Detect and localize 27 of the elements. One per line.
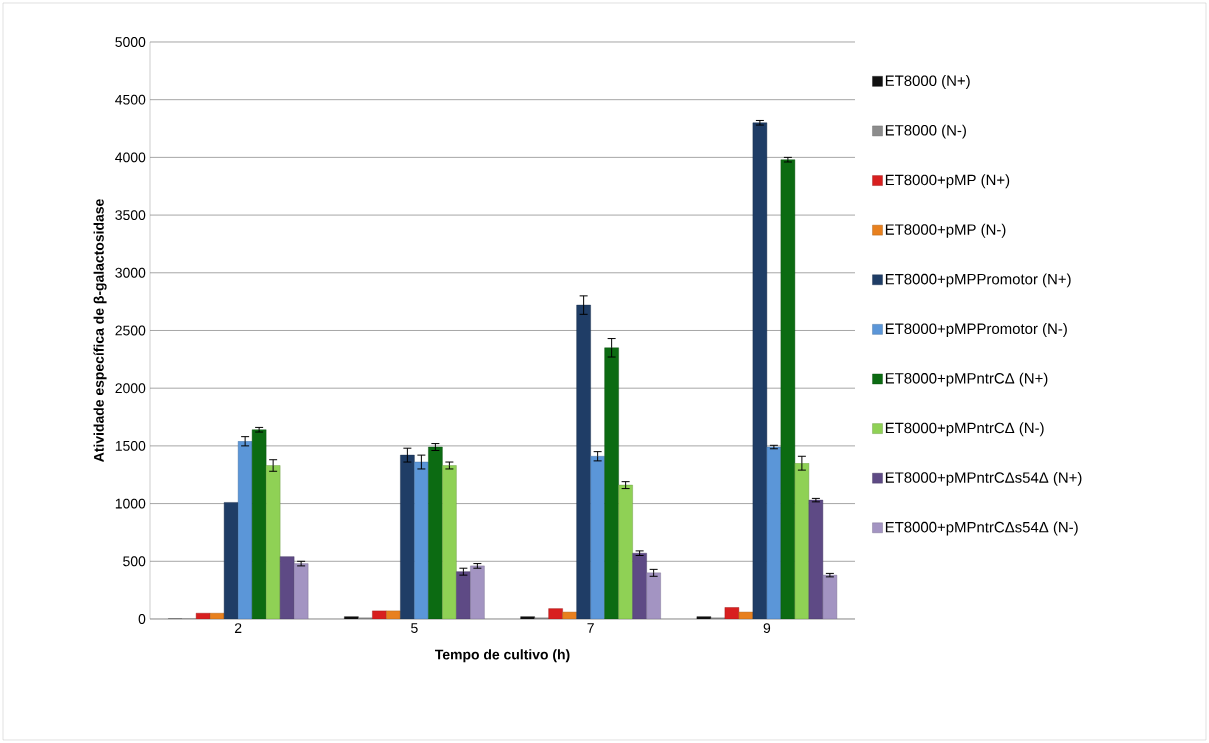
legend-label: ET8000+pMPntrCΔ (N-) [885, 422, 1044, 437]
y-tick-label: 4500 [115, 94, 146, 105]
y-tick-label: 1500 [115, 440, 146, 451]
legend-label: ET8000+pMPntrCΔs54Δ (N+) [885, 471, 1082, 486]
y-tick-label: 2500 [115, 325, 146, 336]
legend-label: ET8000+pMP (N-) [885, 223, 1006, 238]
y-axis-title: Atividade específica de β-galactosidase [93, 199, 107, 462]
y-tick-label: 3500 [115, 210, 146, 221]
x-tick-label: 5 [411, 623, 418, 633]
y-tick-label: 2000 [115, 383, 146, 394]
legend-label: ET8000+pMP (N+) [885, 174, 1010, 189]
x-axis-title: Tempo de cultivo (h) [434, 649, 570, 663]
legend-label: ET8000+pMPPromotor (N-) [885, 323, 1067, 337]
legend-label: ET8000+pMPntrCΔs54Δ (N-) [885, 521, 1078, 536]
x-tick-label: 9 [763, 623, 771, 634]
y-tick-label: 1000 [115, 498, 146, 509]
legend-label: ET8000 (N-) [885, 124, 966, 139]
x-tick-label: 7 [587, 623, 594, 633]
x-tick-label: 2 [234, 623, 242, 633]
legend-label: ET8000 (N+) [885, 75, 970, 89]
y-tick-label: 500 [123, 556, 146, 567]
y-tick-label: 0 [138, 614, 146, 624]
legend-label: ET8000+pMPPromotor (N+) [885, 273, 1071, 288]
y-tick-label: 3000 [115, 267, 146, 278]
y-tick-label: 4000 [115, 152, 146, 163]
legend-label: ET8000+pMPntrCΔ (N+) [885, 372, 1048, 387]
y-tick-label: 5000 [115, 37, 146, 47]
